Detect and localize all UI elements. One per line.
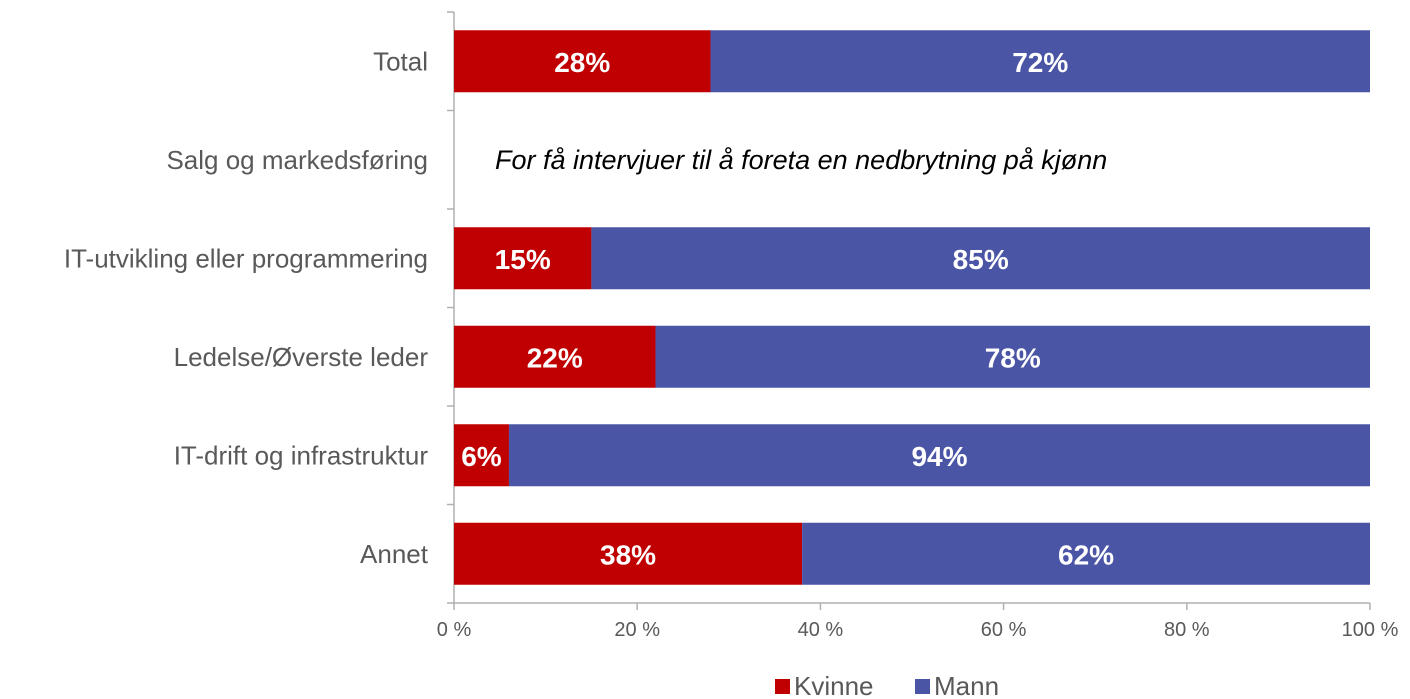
axes: [447, 11, 1370, 604]
legend-label-mann: Mann: [934, 671, 999, 699]
data-label-kvinne-ledelse-verste-leder: 22%: [527, 342, 583, 373]
bar-mann-it-drift-og-infrastruktur: [508, 424, 1371, 487]
bar-kvinne-it-drift-og-infrastruktur: [454, 424, 509, 487]
bar-mann-it-utvikling-eller-programmering: [591, 227, 1370, 290]
data-label-mann-it-drift-og-infrastruktur: 94%: [911, 441, 967, 472]
bar-kvinne-total: [454, 30, 711, 93]
data-label-mann-ledelse-verste-leder: 78%: [985, 342, 1041, 373]
data-label-kvinne-it-drift-og-infrastruktur: 6%: [461, 441, 502, 472]
x-tick-label: 100 %: [1342, 619, 1399, 641]
data-label-mann-annet: 62%: [1058, 539, 1114, 570]
category-label-ledelse-verste-leder: Ledelse/Øverste leder: [174, 342, 429, 372]
legend: Kvinne Mann: [775, 671, 999, 699]
x-tick-label: 80 %: [1164, 619, 1210, 641]
bars-group: 28% 72% 15% 85% 22% 78% 6% 94% 38% 62%: [454, 30, 1371, 585]
bar-mann-annet: [802, 522, 1370, 585]
x-tick-label: 60 %: [981, 619, 1027, 641]
bar-mann-total: [710, 30, 1370, 93]
category-label-it-utvikling-eller-programmering: IT-utvikling eller programmering: [64, 243, 428, 273]
category-label-it-drift-og-infrastruktur: IT-drift og infrastruktur: [174, 440, 429, 470]
legend-swatch-kvinne: [775, 679, 790, 694]
legend-swatch-mann: [915, 679, 930, 694]
category-label-salg-og-markedsf-ring: Salg og markedsføring: [166, 145, 428, 175]
data-label-kvinne-annet: 38%: [600, 539, 656, 570]
x-tick-label: 40 %: [798, 619, 844, 641]
bar-mann-ledelse-verste-leder: [655, 325, 1370, 388]
category-labels: Total Salg og markedsføring IT-utvikling e…: [64, 46, 429, 569]
category-label-total: Total: [373, 46, 428, 76]
data-label-mann-total: 72%: [1012, 47, 1068, 78]
data-label-kvinne-it-utvikling-eller-programmering: 15%: [495, 244, 551, 275]
category-label-annet: Annet: [360, 539, 429, 569]
bar-kvinne-it-utvikling-eller-programmering: [454, 227, 592, 290]
bar-kvinne-annet: [454, 522, 803, 585]
legend-label-kvinne: Kvinne: [794, 671, 874, 699]
x-axis-ticks: 0 % 20 % 40 % 60 % 80 % 100 %: [437, 603, 1399, 641]
x-tick-label: 0 %: [437, 619, 472, 641]
bar-kvinne-ledelse-verste-leder: [454, 325, 656, 388]
annotation-note: For få intervjuer til å foreta en nedbry…: [495, 145, 1107, 175]
data-label-kvinne-total: 28%: [554, 47, 610, 78]
data-label-mann-it-utvikling-eller-programmering: 85%: [953, 244, 1009, 275]
x-tick-label: 20 %: [614, 619, 660, 641]
